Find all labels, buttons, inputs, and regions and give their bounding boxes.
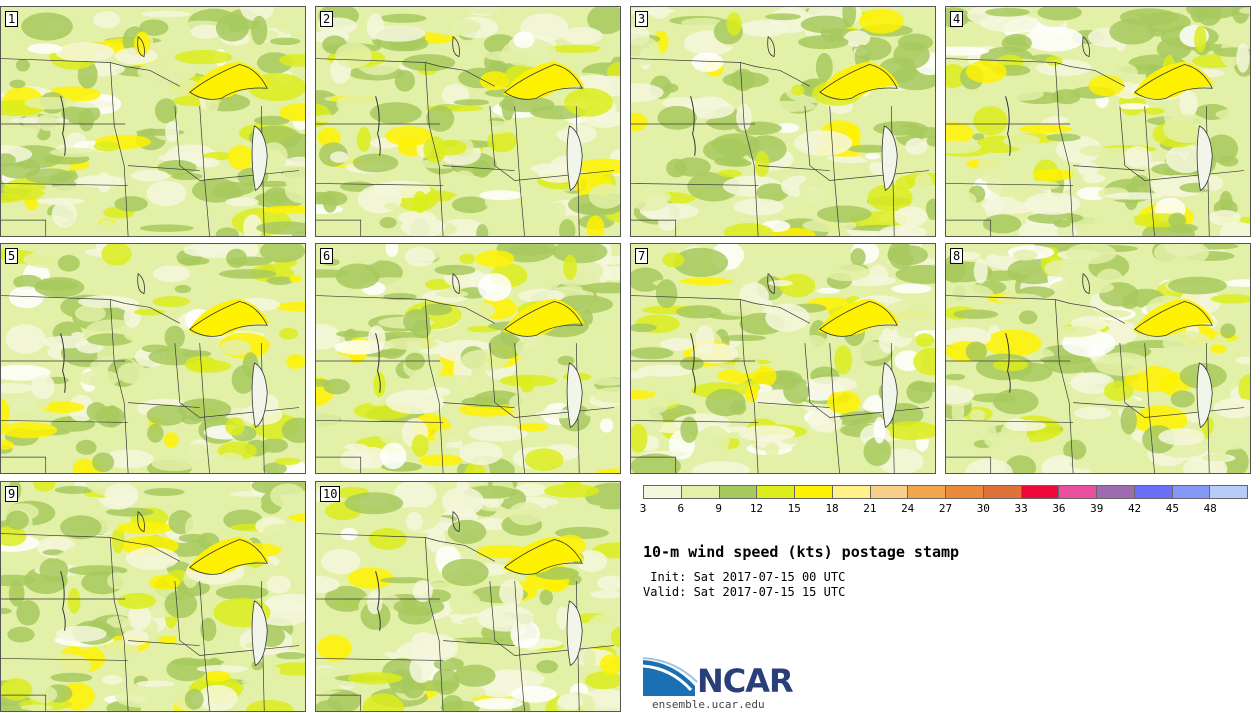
colorbar-cell: [1134, 485, 1173, 499]
wind-speed-map: [631, 7, 935, 236]
colorbar-tick-label: 9: [715, 502, 722, 515]
stamp-number: 7: [635, 248, 649, 264]
colorbar-cell: [795, 485, 833, 499]
postage-stamp-3: 3: [630, 6, 936, 237]
colorbar: [643, 485, 1248, 499]
ncar-swoosh-icon: [643, 657, 698, 696]
colorbar-cell: [1172, 485, 1211, 499]
site-url: ensemble.ucar.edu: [652, 698, 765, 711]
colorbar-cell: [832, 485, 871, 499]
wind-speed-map: [316, 244, 620, 473]
colorbar-tick-label: 39: [1090, 502, 1104, 515]
postage-stamp-6: 6: [315, 243, 621, 474]
colorbar-cell: [643, 485, 682, 499]
colorbar-tick-label: 15: [787, 502, 801, 515]
postage-stamp-4: 4: [945, 6, 1251, 237]
colorbar-cell: [1021, 485, 1060, 499]
colorbar-ticks: 3 6 9 12 15 18 21 24 27 30 33 36 39 42 45 48: [639, 502, 1248, 516]
colorbar-cell: [719, 485, 758, 499]
logo-name: NCAR: [697, 662, 794, 700]
wind-speed-map: [1, 7, 305, 236]
colorbar-tick-label: 45: [1165, 502, 1179, 515]
colorbar-tick-label: 12: [749, 502, 764, 515]
page-title: 10-m wind speed (kts) postage stamp: [643, 543, 960, 561]
postage-stamp-10: 10: [315, 481, 621, 712]
postage-stamp-7: 7: [630, 243, 936, 474]
colorbar-cell: [1097, 485, 1135, 499]
colorbar-tick-label: 30: [976, 502, 990, 515]
colorbar-tick-label: 3: [639, 502, 647, 515]
init-time: Init: Sat 2017-07-15 00 UTC: [643, 570, 846, 584]
wind-speed-map: [1, 482, 305, 711]
wind-speed-map: [1, 244, 305, 473]
colorbar-cell: [908, 485, 946, 499]
postage-stamp-9: 9: [0, 481, 306, 712]
wind-speed-map: [946, 244, 1250, 473]
colorbar-tick-label: 27: [938, 502, 953, 515]
ncar-logo: [643, 657, 698, 696]
colorbar-tick-label: 48: [1203, 502, 1217, 515]
stamp-number: 4: [950, 11, 964, 27]
colorbar-cell: [983, 485, 1022, 499]
wind-speed-map: [946, 7, 1250, 236]
stamp-number: 5: [5, 248, 19, 264]
valid-time: Valid: Sat 2017-07-15 15 UTC: [643, 585, 846, 599]
colorbar-cell: [1210, 485, 1248, 499]
colorbar-cell: [1059, 485, 1097, 499]
stamp-number: 8: [950, 248, 964, 264]
wind-speed-map: [631, 244, 935, 473]
colorbar-cell: [946, 485, 984, 499]
colorbar-cell: [757, 485, 795, 499]
postage-stamp-1: 1: [0, 6, 306, 237]
wind-speed-map: [316, 7, 620, 236]
postage-stamp-5: 5: [0, 243, 306, 474]
stamp-number: 1: [5, 11, 19, 27]
colorbar-tick-label: 24: [901, 502, 915, 515]
colorbar-tick-label: 18: [825, 502, 839, 515]
colorbar-tick-label: 36: [1052, 502, 1066, 515]
stamp-number: 2: [320, 11, 334, 27]
wind-speed-map: [316, 482, 620, 711]
colorbar-cell: [681, 485, 720, 499]
stamp-number: 9: [5, 486, 19, 502]
stamp-number: 3: [635, 11, 649, 27]
colorbar-cell: [870, 485, 909, 499]
stamp-number: 6: [320, 248, 334, 264]
postage-stamp-8: 8: [945, 243, 1251, 474]
colorbar-tick-label: 21: [863, 502, 877, 515]
colorbar-tick-label: 6: [677, 502, 685, 515]
postage-stamp-2: 2: [315, 6, 621, 237]
stamp-number: 10: [320, 486, 341, 502]
colorbar-tick-label: 33: [1014, 502, 1028, 515]
colorbar-tick-label: 42: [1127, 502, 1142, 515]
